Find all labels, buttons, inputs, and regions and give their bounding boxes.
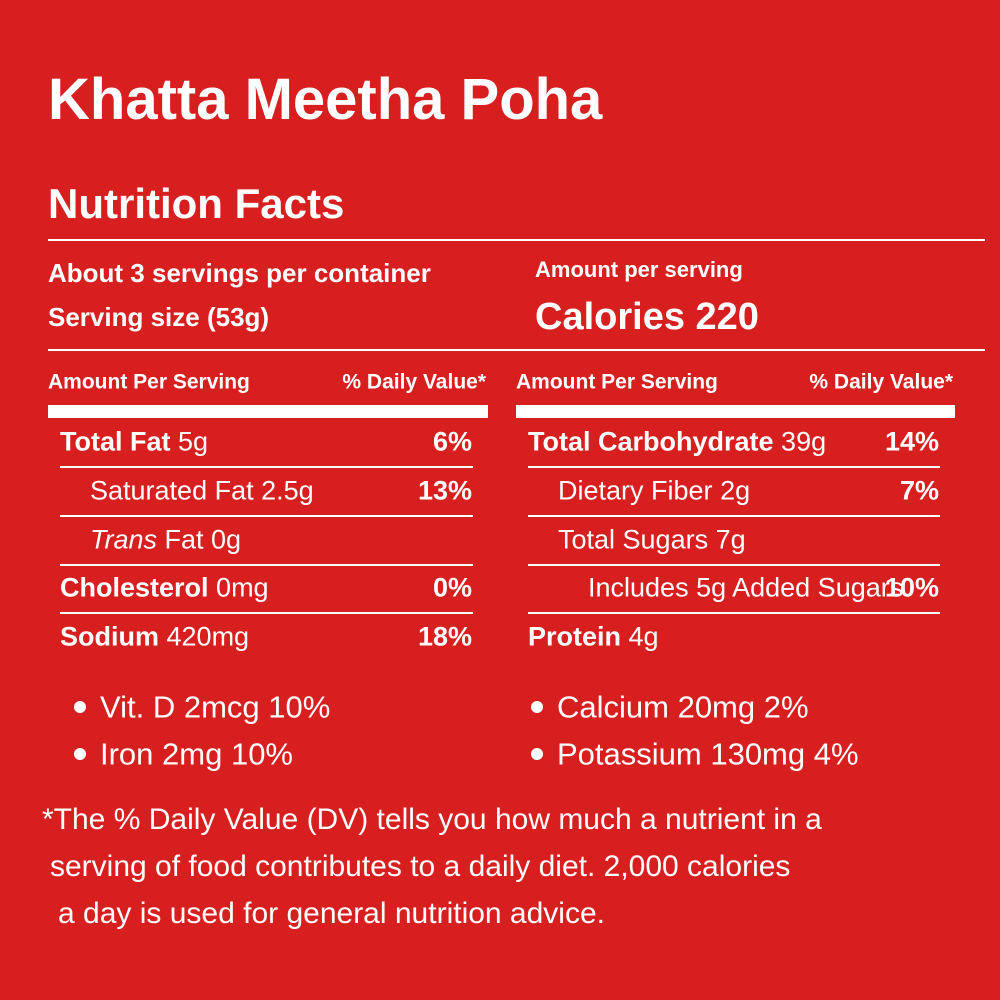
- row-rule: [528, 514, 940, 517]
- row: Dietary Fiber 2g: [558, 477, 750, 504]
- row-rule: [528, 563, 940, 566]
- nutrient-name: Total Fat: [60, 426, 171, 457]
- heading: Nutrition Facts: [48, 180, 345, 227]
- vitamin: Potassium 130mg 4%: [557, 736, 859, 772]
- servings-per-container: About 3 servings per container: [48, 258, 431, 288]
- row-rule: [60, 514, 473, 517]
- row: Total Carbohydrate 39g: [528, 426, 827, 457]
- nutrient-name: Saturated Fat: [90, 475, 254, 506]
- daily-value: 6%: [432, 426, 472, 457]
- row: Total Fat 5g: [60, 426, 209, 457]
- row: Trans Fat 0g: [90, 526, 241, 553]
- thick-rule: [516, 405, 955, 418]
- row: Sodium 420mg: [60, 621, 250, 652]
- thick-rule: [48, 405, 488, 418]
- row-rule: [528, 612, 940, 615]
- nutrient-name: Total Carbohydrate: [528, 426, 774, 457]
- nutrient-name: Dietary Fiber: [558, 475, 713, 506]
- daily-value: 10%: [884, 572, 939, 603]
- rule: [48, 239, 985, 241]
- nutrient-amount: 0mg: [216, 572, 269, 603]
- bullet: [531, 748, 543, 760]
- row-rule: [60, 466, 473, 468]
- nutrient-name: Total Sugars: [558, 524, 709, 555]
- column-header: Amount Per Serving: [48, 370, 250, 394]
- row-rule: [60, 563, 473, 566]
- daily-value: 7%: [899, 475, 939, 506]
- vitamin: Calcium 20mg 2%: [557, 689, 809, 725]
- vitamin: Vit. D 2mcg 10%: [100, 689, 331, 725]
- footnote: *The % Daily Value (DV) tells you how mu…: [42, 803, 822, 836]
- nutrient-name: Trans: [90, 524, 158, 555]
- row: Protein 4g: [528, 621, 659, 652]
- daily-value: 0%: [432, 572, 472, 603]
- row: Saturated Fat 2.5g: [90, 477, 314, 504]
- row: Total Sugars 7g: [558, 526, 746, 553]
- nutrient-name: Sodium: [60, 621, 159, 652]
- nutrient-amount: 4g: [628, 621, 659, 652]
- nutrient-amount: 2.5g: [261, 475, 314, 506]
- nutrient-name: Protein: [528, 621, 622, 652]
- bullet: [531, 701, 543, 713]
- nutrient-name: Cholesterol: [60, 572, 209, 603]
- column-header: % Daily Value*: [809, 370, 953, 394]
- nutrient-amount: Fat 0g: [164, 524, 242, 555]
- nutrient-amount: 7g: [715, 524, 746, 555]
- nutrient-amount: 5g: [178, 426, 209, 457]
- calories: Calories 220: [535, 296, 759, 338]
- daily-value: 18%: [417, 621, 472, 652]
- row-rule: [60, 612, 473, 615]
- column-header: % Daily Value*: [342, 370, 486, 394]
- title: Khatta Meetha Poha: [48, 67, 603, 132]
- row: Cholesterol 0mg: [60, 572, 269, 603]
- nutrient-amount: 420mg: [166, 621, 250, 652]
- footnote: serving of food contributes to a daily d…: [50, 850, 791, 883]
- serving-size: Serving size (53g): [48, 302, 270, 332]
- nutrient-amount: 2g: [720, 475, 751, 506]
- nutrient-amount: 39g: [781, 426, 827, 457]
- vitamin: Iron 2mg 10%: [100, 736, 293, 772]
- bullet: [74, 701, 86, 713]
- daily-value: 14%: [884, 426, 939, 457]
- nutrient-name: Includes 5g Added Sugars: [588, 572, 904, 603]
- rule: [48, 349, 985, 351]
- column-header: Amount Per Serving: [516, 370, 718, 394]
- footnote: a day is used for general nutrition advi…: [58, 897, 605, 930]
- row-rule: [528, 466, 940, 468]
- daily-value: 13%: [417, 475, 472, 506]
- calories-label: Amount per serving: [535, 257, 743, 282]
- bullet: [74, 748, 86, 760]
- row: Includes 5g Added Sugars: [588, 572, 904, 603]
